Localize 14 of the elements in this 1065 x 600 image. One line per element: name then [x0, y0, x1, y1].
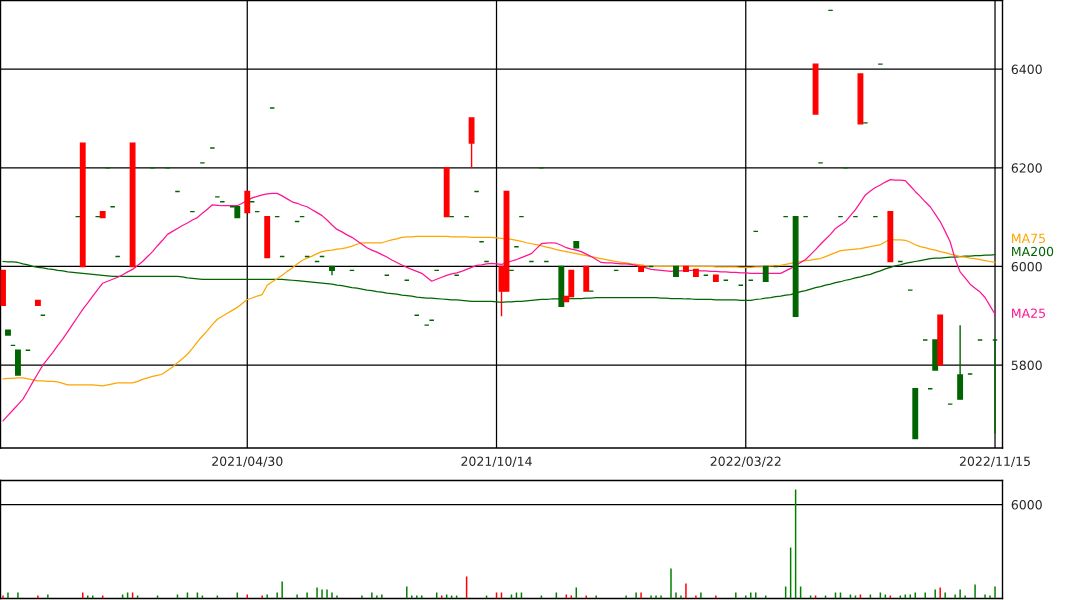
y-tick-label: 5800 — [1011, 360, 1042, 371]
x-tick-label: 2022/03/22 — [710, 456, 781, 467]
series-label: MA25 — [1012, 308, 1045, 318]
line-series — [2, 178, 996, 422]
text: MA75 — [1012, 233, 1045, 244]
x-tick-label: 2022/11/15 — [959, 456, 1030, 467]
line-series — [2, 235, 996, 387]
y-tick-label: 6400 — [1011, 64, 1042, 75]
y-tick-label: 6200 — [1011, 163, 1042, 173]
y-tick-label: 6000 — [1011, 499, 1042, 510]
x-tick-label: 2021/10/14 — [461, 456, 532, 467]
series-label: MA200 — [1012, 246, 1054, 257]
y-tick-label: 6000 — [1011, 261, 1042, 272]
x-tick-label: 2021/04/30 — [212, 456, 283, 467]
